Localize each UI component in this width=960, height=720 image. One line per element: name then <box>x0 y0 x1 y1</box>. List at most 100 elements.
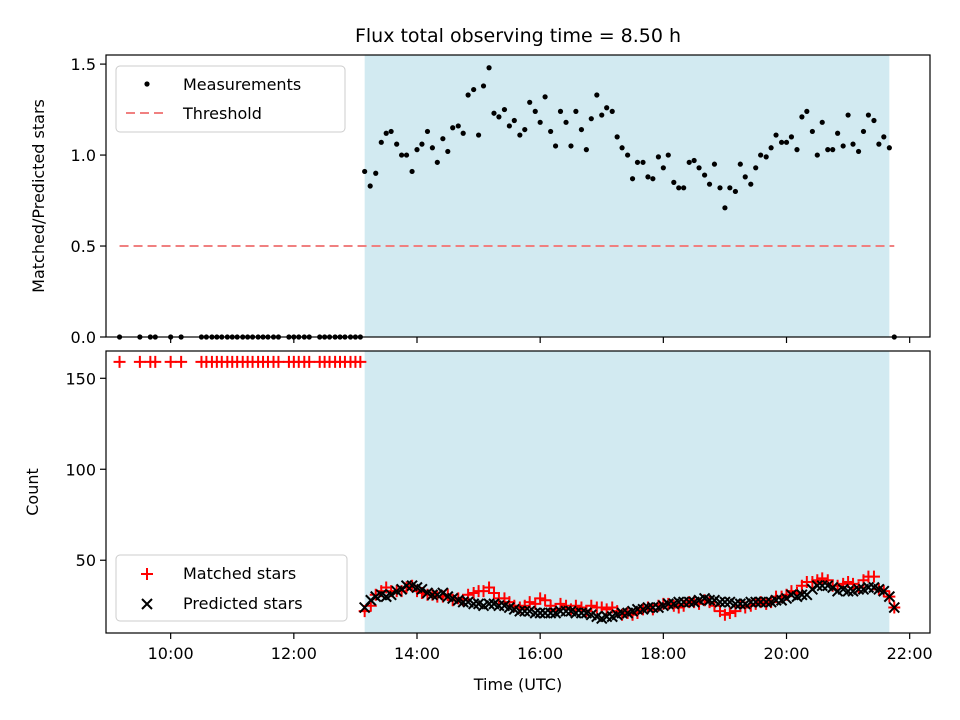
predicted-star-point <box>760 596 772 608</box>
measurement-point <box>645 174 651 180</box>
measurement-point <box>424 128 431 135</box>
x-axis-label: Time (UTC) <box>473 675 562 694</box>
measurement-point <box>865 112 872 118</box>
measurement-point <box>399 152 405 158</box>
measurement-point <box>537 119 543 125</box>
x-tick-label: 10:00 <box>148 644 194 663</box>
measurement-point <box>691 157 697 164</box>
measurement-point <box>383 130 389 136</box>
measurement-point <box>578 126 585 133</box>
predicted-star-point <box>519 605 531 617</box>
x-tick-label: 16:00 <box>517 644 563 663</box>
matched-star-point <box>539 594 552 607</box>
x-tick-label: 12:00 <box>271 644 317 663</box>
legend-measurement-marker <box>144 81 150 87</box>
legend: Measurements Threshold <box>115 65 346 133</box>
measurement-point <box>850 141 856 147</box>
predicted-star-point <box>560 605 572 617</box>
y-tick-label: 150 <box>65 369 96 388</box>
measurement-point <box>619 145 625 151</box>
measurement-point <box>881 134 887 140</box>
matched-star-point <box>569 599 582 612</box>
matched-star-point <box>149 355 162 368</box>
measurement-point <box>835 130 841 136</box>
predicted-star-point <box>842 585 854 597</box>
legend: Matched stars Predicted stars <box>115 554 348 622</box>
measurement-point <box>722 205 728 211</box>
legend-box <box>115 65 346 133</box>
observing-window-shade <box>364 55 890 337</box>
measurement-point <box>557 108 564 114</box>
predicted-star-point <box>673 596 685 608</box>
y-tick-label: 1.0 <box>71 146 96 165</box>
measurement-point <box>455 123 461 129</box>
measurement-point <box>491 110 497 116</box>
measurement-point <box>814 152 820 158</box>
measurement-point <box>471 86 477 93</box>
predicted-star-point <box>719 596 731 608</box>
measurement-point <box>486 65 492 71</box>
predicted-star-point <box>745 596 757 608</box>
measurement-point <box>629 176 636 182</box>
measurement-point <box>886 145 892 151</box>
measurement-point <box>532 108 538 114</box>
measurement-point <box>706 181 713 187</box>
measurement-point <box>860 128 867 135</box>
measurement-point <box>414 147 420 153</box>
measurement-point <box>825 147 831 153</box>
measurement-point <box>511 117 517 124</box>
predicted-star-point <box>750 596 762 608</box>
predicted-star-point <box>714 596 726 608</box>
x-tick-label: 14:00 <box>394 644 440 663</box>
measurement-point <box>378 139 384 145</box>
measurement-point <box>640 159 646 165</box>
measurement-point <box>609 108 615 114</box>
predicted-star-point <box>575 607 588 619</box>
matched-star-point <box>600 603 613 616</box>
predicted-star-point <box>683 596 695 608</box>
matched-star-point <box>585 599 598 612</box>
measurement-point <box>460 130 466 136</box>
predicted-star-point <box>796 589 808 601</box>
predicted-star-point <box>483 598 495 610</box>
measurement-point <box>773 132 779 138</box>
measurement-point <box>548 128 554 135</box>
measurement-point <box>506 123 512 129</box>
measurement-point <box>855 148 862 155</box>
measurement-point <box>702 172 708 178</box>
matched-star-point <box>708 599 721 612</box>
measurement-point <box>711 161 718 167</box>
measurement-point <box>845 112 851 118</box>
legend-box <box>115 554 348 622</box>
measurement-point <box>588 116 594 122</box>
measurement-point <box>409 168 415 175</box>
measurement-point <box>686 159 692 165</box>
measurement-point <box>394 141 400 147</box>
measurement-point <box>778 139 785 145</box>
measurement-point <box>650 176 656 182</box>
y-tick-label: 0.0 <box>71 328 96 347</box>
predicted-star-point <box>729 598 742 610</box>
measurement-point <box>388 128 394 135</box>
predicted-star-point <box>703 594 716 606</box>
measurement-point <box>568 143 574 149</box>
measurement-point <box>671 179 677 185</box>
predicted-star-point <box>534 607 546 619</box>
matched-star-point <box>462 588 475 601</box>
y-tick-label: 100 <box>65 460 96 479</box>
legend-predicted-marker <box>141 598 153 610</box>
y-tick-label: 50 <box>76 551 96 570</box>
matched-star-point <box>303 355 316 368</box>
measurement-point <box>362 168 368 175</box>
predicted-star-point <box>385 589 397 601</box>
measurement-point <box>717 185 723 191</box>
measurement-point <box>804 108 810 114</box>
predicted-star-point <box>734 598 747 610</box>
measurement-point <box>450 125 456 131</box>
y-tick-label: 0.5 <box>71 237 96 256</box>
measurement-point <box>552 143 559 149</box>
measurement-point <box>794 147 800 153</box>
measurement-point <box>583 147 589 153</box>
measurement-point <box>475 132 482 138</box>
